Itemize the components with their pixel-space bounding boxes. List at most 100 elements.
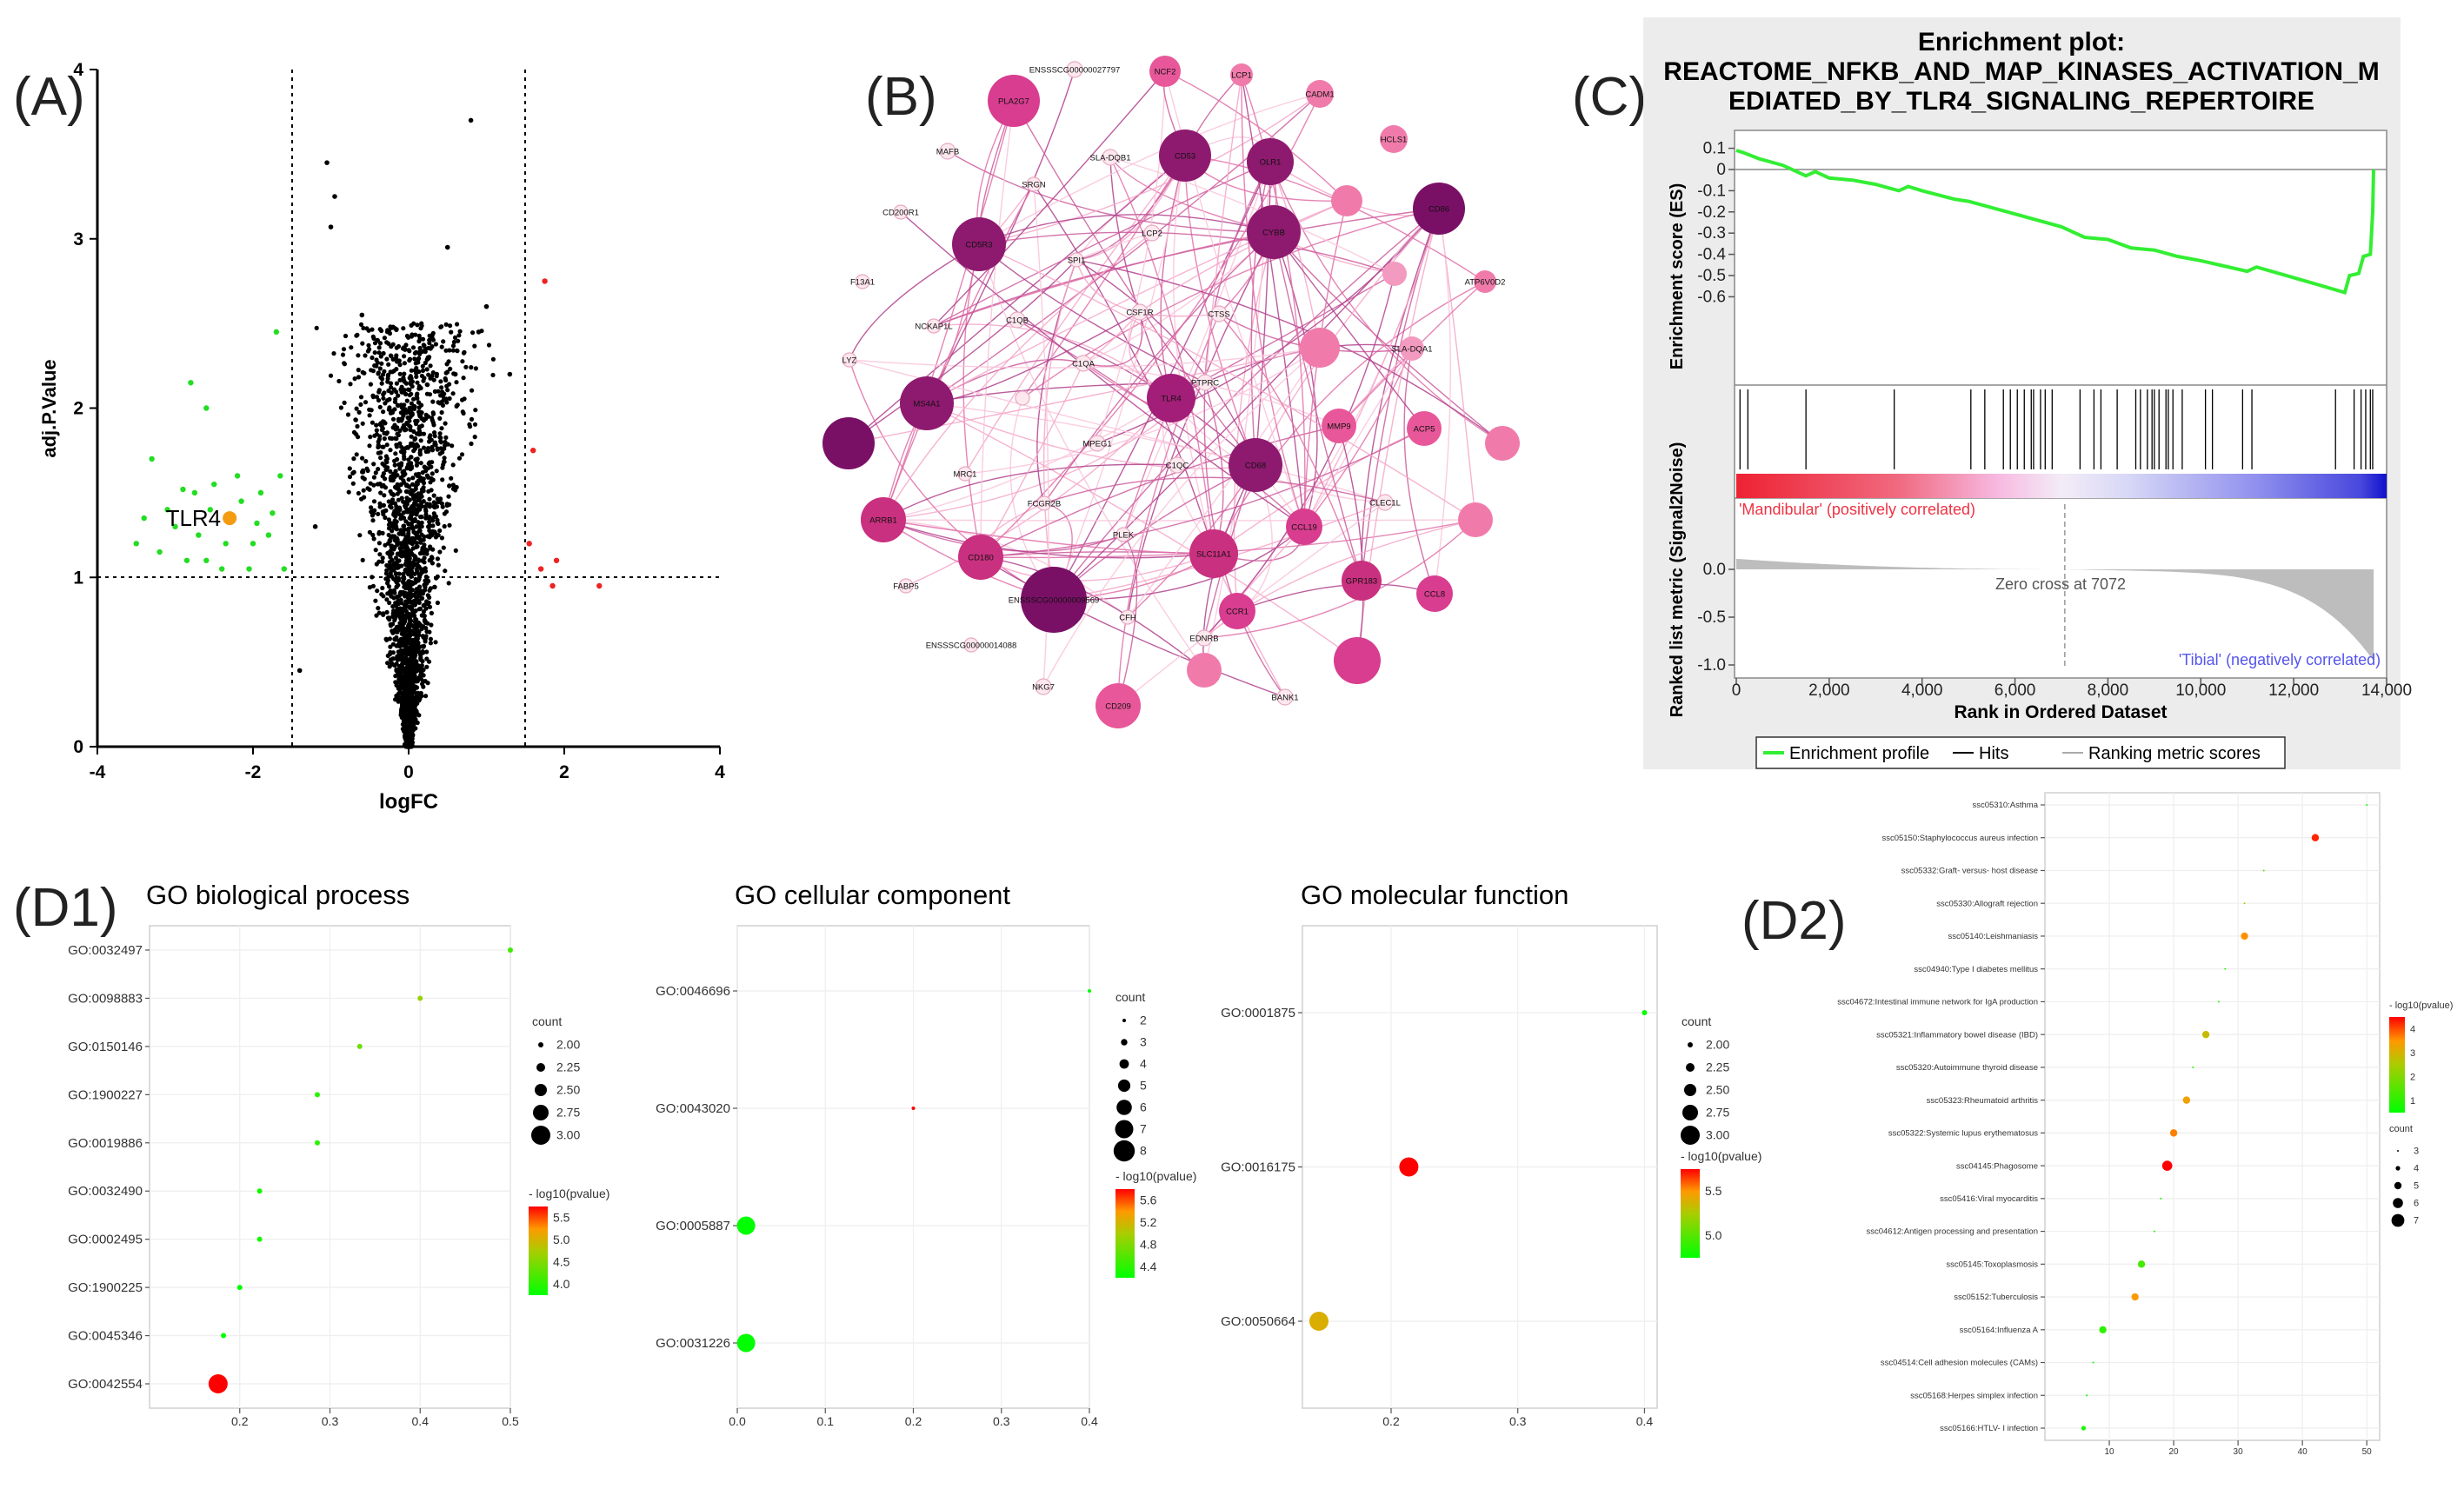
- network-node-label: CD180: [968, 554, 994, 563]
- volcano-point: [399, 563, 404, 568]
- volcano-point: [438, 446, 443, 451]
- volcano-point: [453, 488, 458, 493]
- network-node-label: CD5R3: [965, 241, 992, 250]
- data-point: [911, 1107, 916, 1110]
- volcano-point: [407, 387, 412, 393]
- legend-color-title: - log10(pvalue): [1115, 1169, 1196, 1183]
- volcano-point: [394, 436, 399, 442]
- network-edge: [1204, 161, 1271, 383]
- volcano-point: [402, 713, 407, 718]
- volcano-point: [365, 349, 370, 354]
- go-molecular-function-chart: GO molecular function 0.2 0.3 0.4 GO:000187…: [1221, 880, 1761, 1428]
- volcano-point: [442, 523, 447, 529]
- volcano-up-point: [549, 582, 556, 589]
- volcano-point: [448, 323, 453, 329]
- network-node: [1143, 224, 1161, 242]
- volcano-point: [411, 714, 416, 719]
- gsea-title-line-3: EDIATED_BY_TLR4_SIGNALING_REPERTOIRE: [1728, 87, 2314, 116]
- volcano-point: [376, 397, 382, 403]
- category-label: ssc05330:Allograft rejection: [1936, 899, 2038, 908]
- data-point: [314, 1140, 320, 1146]
- volcano-point: [404, 444, 410, 450]
- volcano-point: [377, 552, 383, 557]
- category-label: ssc05320:Autoimmune thyroid disease: [1896, 1063, 2038, 1073]
- volcano-point: [456, 338, 461, 343]
- volcano-point: [381, 396, 386, 401]
- volcano-point: [422, 588, 428, 593]
- volcano-point: [443, 568, 448, 574]
- volcano-point: [400, 528, 405, 534]
- volcano-point: [395, 473, 400, 478]
- gsea-x-label: Rank in Ordered Dataset: [1954, 702, 2167, 722]
- network-edge: [882, 100, 1015, 521]
- volcano-point: [414, 431, 420, 436]
- volcano-point: [415, 720, 420, 726]
- network-node-label: SLA-DQA1: [1392, 345, 1433, 355]
- volcano-point: [426, 345, 431, 351]
- volcano-point: [409, 376, 414, 381]
- volcano-point: [443, 370, 449, 376]
- category-label: ssc05310:Asthma: [1972, 801, 2038, 810]
- volcano-point: [373, 598, 378, 603]
- legend-count-swatch: [536, 1063, 545, 1072]
- volcano-point: [423, 349, 428, 355]
- volcano-point: [376, 345, 382, 350]
- y-tick-label: 1: [73, 568, 83, 588]
- volcano-point: [390, 478, 396, 483]
- network-edge: [882, 463, 1178, 521]
- x-tick-label: 30: [2234, 1447, 2244, 1457]
- volcano-point: [376, 559, 382, 564]
- volcano-point: [388, 448, 393, 453]
- volcano-point: [415, 639, 420, 645]
- volcano-up-point: [596, 582, 603, 589]
- volcano-point: [436, 562, 441, 568]
- network-edge: [933, 208, 1440, 327]
- volcano-point: [398, 712, 403, 718]
- volcano-point: [416, 607, 422, 612]
- volcano-point: [389, 344, 394, 349]
- legend-count-title: count: [532, 1014, 562, 1028]
- network-node: [900, 376, 954, 430]
- volcano-point: [383, 431, 390, 436]
- volcano-point: [376, 531, 382, 536]
- volcano-point: [367, 487, 372, 492]
- volcano-point: [410, 475, 416, 481]
- volcano-point: [347, 466, 352, 471]
- y-tick-label: 2: [73, 399, 83, 419]
- network-edge: [1109, 156, 1395, 275]
- volcano-point: [395, 491, 400, 496]
- network-node-label: ENSSSCG00000014088: [926, 641, 1017, 651]
- volcano-point: [417, 351, 423, 356]
- volcano-point: [387, 405, 392, 410]
- volcano-point: [370, 583, 376, 588]
- legend-count-label: 2.50: [1706, 1083, 1729, 1097]
- volcano-point: [407, 604, 412, 609]
- volcano-point: [400, 629, 405, 635]
- network-edge: [1338, 425, 1364, 661]
- volcano-point: [396, 699, 401, 704]
- network-edge: [1117, 313, 1220, 707]
- gsea-x-tick-label: 14,000: [2361, 681, 2412, 700]
- volcano-point: [388, 369, 393, 375]
- x-tick-label: 0.5: [502, 1414, 519, 1428]
- network-node: [1196, 374, 1214, 391]
- volcano-down-point: [270, 510, 276, 516]
- data-point: [356, 1043, 363, 1049]
- volcano-point: [412, 613, 417, 619]
- volcano-point: [375, 588, 380, 594]
- network-edge: [1043, 476, 1386, 504]
- volcano-point: [312, 524, 318, 529]
- legend-count-swatch: [1113, 1140, 1135, 1162]
- volcano-point: [353, 417, 358, 422]
- volcano-point: [412, 609, 417, 615]
- volcano-point: [463, 364, 469, 369]
- data-point: [1309, 1312, 1329, 1331]
- legend-colorbar: [1115, 1189, 1135, 1278]
- volcano-point: [402, 425, 407, 430]
- volcano-point: [396, 600, 401, 606]
- volcano-point: [360, 557, 365, 563]
- volcano-point: [419, 503, 424, 509]
- network-node: [1219, 593, 1255, 629]
- network-edge: [1042, 347, 1321, 688]
